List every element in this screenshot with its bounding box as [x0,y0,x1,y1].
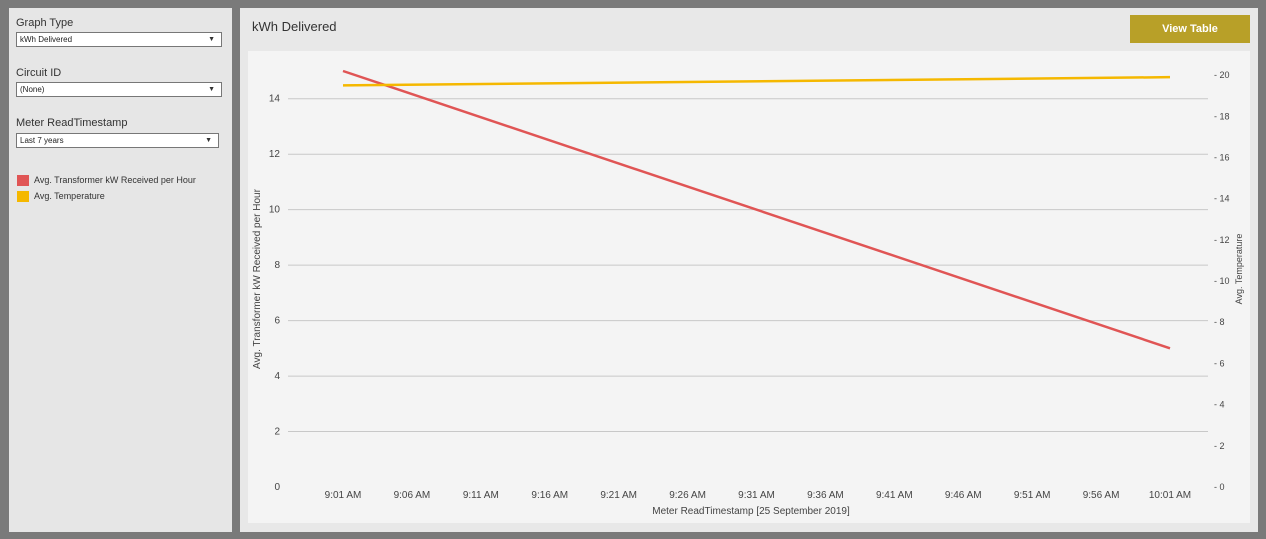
y2-tick-label: - 10 [1214,276,1230,286]
y2-tick-label: - 6 [1214,358,1225,368]
x-tick-label: 9:56 AM [1083,490,1120,501]
series-line-transformer [342,69,1171,350]
legend-label: Avg. Transformer kW Received per Hour [34,175,196,185]
legend-item-temperature: Avg. Temperature [17,190,105,202]
graph-type-select[interactable]: kWh Delivered ▼ [16,32,222,47]
y2-tick-label: - 16 [1214,152,1230,162]
y2-tick-label: - 0 [1214,482,1225,492]
x-tick-label: 9:06 AM [394,490,431,501]
y-tick-label: 14 [269,94,281,105]
y2-tick-label: - 4 [1214,400,1225,410]
x-tick-label: 9:26 AM [669,490,706,501]
filter-sidebar: Graph Type kWh Delivered ▼ Circuit ID (N… [9,8,232,532]
chart-panel: kWh Delivered View Table 0 2 4 6 8 10 12 14 - 0 -… [240,8,1258,532]
y-tick-label: 6 [274,316,280,327]
y2-tick-label: - 18 [1214,111,1230,121]
chart-area: 0 2 4 6 8 10 12 14 - 0 - 2 - 4 - 6 - 8 - 10 - 12 - 14 - … [248,51,1250,523]
legend-item-transformer: Avg. Transformer kW Received per Hour [17,174,196,186]
y-tick-label: 4 [274,371,280,382]
x-axis-title: Meter ReadTimestamp [25 September 2019] [652,506,850,517]
y-tick-label: 2 [274,427,280,438]
legend-swatch-red [17,174,29,186]
line-chart: 0 2 4 6 8 10 12 14 - 0 - 2 - 4 - 6 - 8 - 10 - 12 - 14 - … [252,69,1244,517]
legend-swatch-yellow [17,190,29,202]
circuit-id-value: (None) [20,85,45,94]
y-axis-title: Avg. Transformer kW Received per Hour [252,188,263,369]
x-tick-label: 9:21 AM [600,490,637,501]
x-tick-label: 9:46 AM [945,490,982,501]
y-tick-label: 12 [269,149,281,160]
chevron-down-icon: ▼ [208,86,215,93]
circuit-id-select[interactable]: (None) ▼ [16,82,222,97]
x-tick-label: 9:36 AM [807,490,844,501]
circuit-id-label: Circuit ID [16,67,62,79]
graph-type-value: kWh Delivered [20,35,73,44]
timestamp-select[interactable]: Last 7 years ▼ [16,133,219,148]
y2-tick-label: - 12 [1214,235,1230,245]
y-tick-label: 8 [274,260,280,271]
x-tick-label: 9:41 AM [876,490,913,501]
y2-tick-label: - 14 [1214,194,1230,204]
y2-axis-title: Avg. Temperature [1234,234,1244,305]
chevron-down-icon: ▼ [205,137,212,144]
y2-tick-label: - 2 [1214,441,1225,451]
graph-type-label: Graph Type [16,17,74,29]
chevron-down-icon: ▼ [208,36,215,43]
y-tick-label: 0 [274,482,280,493]
x-tick-label: 9:16 AM [531,490,568,501]
panel-title: kWh Delivered [252,19,337,34]
y2-tick-label: - 20 [1214,70,1230,80]
timestamp-label: Meter ReadTimestamp [16,117,128,129]
series-line-temperature [342,75,1171,87]
x-tick-label: 9:51 AM [1014,490,1051,501]
y2-tick-label: - 8 [1214,317,1225,327]
x-tick-label: 9:31 AM [738,490,775,501]
x-tick-label: 9:01 AM [325,490,362,501]
y-tick-label: 10 [269,205,281,216]
view-table-button[interactable]: View Table [1130,15,1250,43]
timestamp-value: Last 7 years [20,136,64,145]
legend-label: Avg. Temperature [34,191,105,201]
x-tick-label: 10:01 AM [1149,490,1191,501]
x-tick-label: 9:11 AM [463,490,499,501]
